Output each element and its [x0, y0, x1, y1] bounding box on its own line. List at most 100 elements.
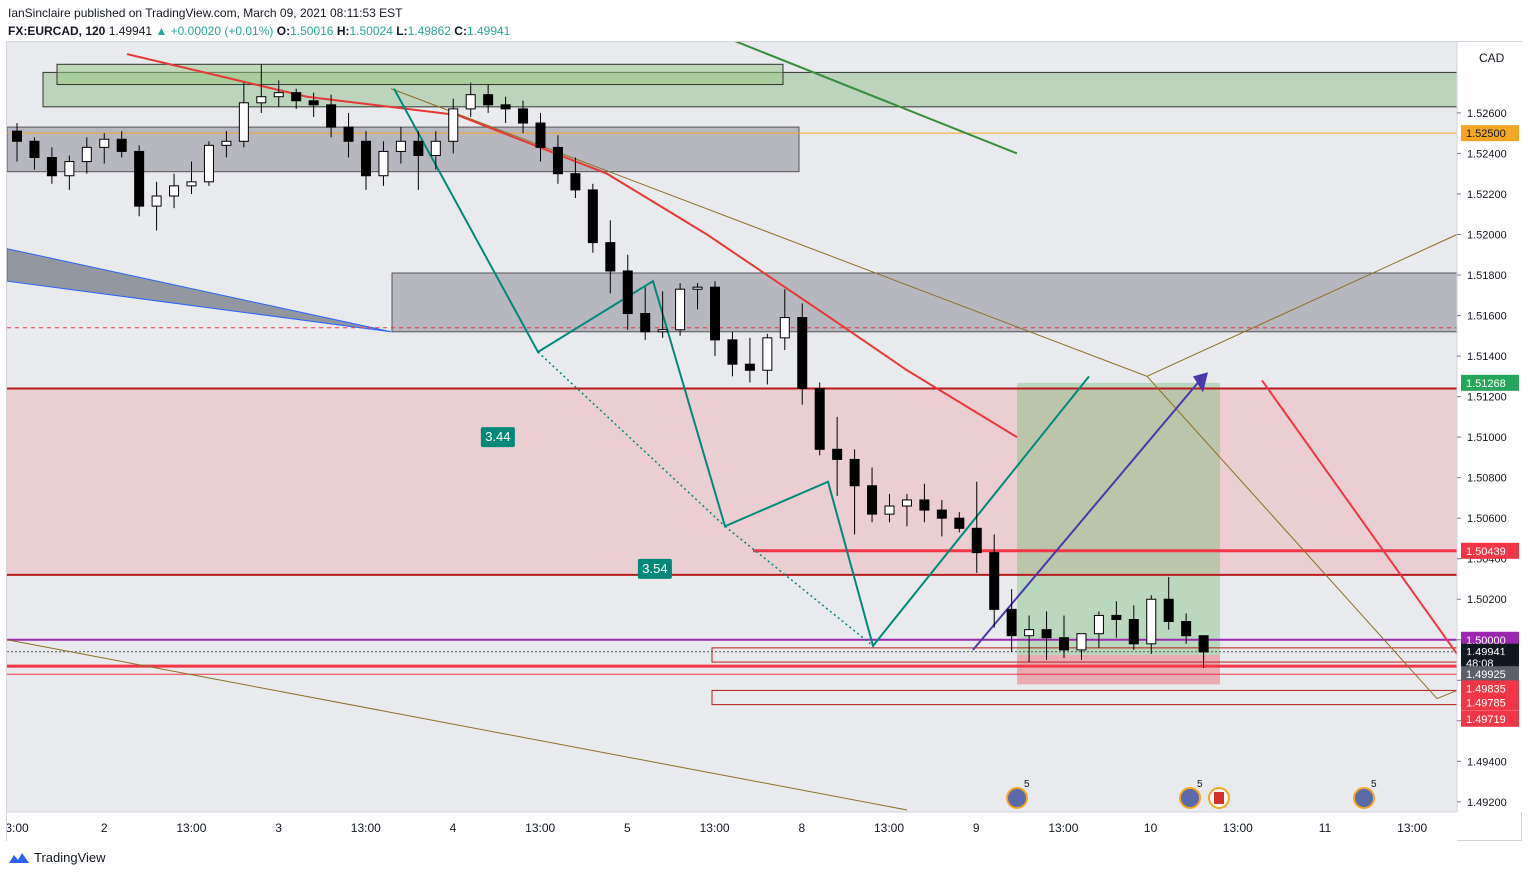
- candle-body: [727, 339, 738, 365]
- time-tick-label: 13:00: [1397, 821, 1427, 835]
- event-count: 5: [1371, 779, 1377, 790]
- time-tick-label: 9: [973, 821, 980, 835]
- close-value: 1.49941: [466, 24, 511, 38]
- candle-body: [675, 288, 686, 331]
- candle-body: [1076, 633, 1087, 651]
- candle-body: [116, 138, 127, 152]
- candle-body: [81, 146, 92, 163]
- low-value: 1.49862: [407, 24, 451, 38]
- price-tick-label: 1.51000: [1467, 432, 1507, 444]
- price-chart[interactable]: 3.44 3.54 5 5 5 CAD 1.52600 1.52400 1.52200 1.520…: [7, 42, 1523, 842]
- ratio-label-box: [480, 427, 515, 448]
- candle-body: [1128, 619, 1139, 645]
- candle-body: [465, 94, 476, 110]
- candle-body: [552, 146, 563, 175]
- price-badge-label: 1.51268: [1466, 378, 1506, 390]
- candle-body: [500, 104, 511, 110]
- symbol-label: FX:EURCAD, 120: [8, 24, 106, 38]
- price-tick-label: 1.51800: [1467, 270, 1507, 282]
- tradingview-logo-icon: [9, 852, 29, 863]
- bearish-projection: [1261, 379, 1458, 655]
- candle-body: [535, 122, 546, 148]
- candle-body: [343, 126, 354, 142]
- time-tick-label: 4: [450, 821, 457, 835]
- candle-body: [186, 181, 197, 187]
- candle-body: [256, 96, 267, 104]
- time-tick-label: 13:00: [176, 821, 206, 835]
- grey-wedge: [7, 248, 392, 333]
- price-tick-label: 1.51200: [1467, 392, 1507, 404]
- price-badge-label: 1.49835: [1466, 683, 1506, 695]
- ratio-label-box: [637, 558, 672, 579]
- candle-body: [518, 108, 529, 124]
- tradingview-brand: TradingView: [34, 850, 106, 865]
- candle-body: [605, 242, 616, 272]
- chart-frame[interactable]: 3.44 3.54 5 5 5 CAD 1.52600 1.52400 1.52200 1.520…: [6, 41, 1523, 842]
- trendline-upper: [390, 88, 1148, 377]
- price-badge-label: 1.49719: [1466, 714, 1506, 726]
- price-badge: [1461, 666, 1519, 683]
- time-tick-label: 5: [624, 821, 631, 835]
- tradingview-footer[interactable]: TradingView: [8, 850, 106, 865]
- candle-body: [744, 363, 755, 371]
- ratio-label: 3.54: [642, 561, 667, 576]
- candle-body: [238, 102, 249, 142]
- candle-body: [1093, 614, 1104, 635]
- time-tick-label: 13:00: [351, 821, 381, 835]
- candle-body: [919, 499, 930, 511]
- last-price: 1.49941: [108, 24, 153, 38]
- candle-body: [448, 108, 459, 142]
- long-target-zone: [1017, 382, 1220, 655]
- event-count: 5: [1024, 779, 1030, 790]
- high-value: 1.50024: [349, 24, 393, 38]
- economic-event-icon: [1179, 787, 1201, 809]
- price-tick-label: 1.50200: [1467, 594, 1507, 606]
- economic-event-icon: [1353, 787, 1375, 809]
- price-badge-label: 1.49925: [1466, 669, 1506, 681]
- price-change: ▲ +0.00020 (+0.01%): [155, 24, 274, 38]
- price-badge-label: 1.49785: [1466, 698, 1506, 710]
- target-arrow-head: [1193, 372, 1208, 393]
- price-badge: [1461, 125, 1519, 142]
- candle-body: [291, 92, 302, 102]
- price-tick-label: 1.51600: [1467, 311, 1507, 323]
- candle-body: [692, 286, 703, 290]
- price-badge: [1461, 680, 1519, 697]
- chart-header: IanSinclaire published on TradingView.co…: [8, 4, 510, 40]
- moving-average-green: [734, 42, 1018, 155]
- candle-body: [273, 92, 284, 98]
- candle-body: [151, 195, 162, 207]
- candle-body: [1006, 608, 1017, 637]
- high-label: H:: [336, 24, 350, 38]
- price-badge-label: 1.50439: [1466, 546, 1506, 558]
- candle-body: [1163, 598, 1174, 623]
- price-tick-label: 1.52000: [1467, 230, 1507, 242]
- candle-body: [1198, 635, 1209, 653]
- candle-body: [221, 140, 232, 146]
- candle-body: [378, 150, 389, 177]
- candle-body: [622, 270, 633, 315]
- candle-body: [29, 140, 40, 158]
- time-tick-label: 3: [275, 821, 282, 835]
- candle-body: [901, 499, 912, 507]
- candle-body: [308, 100, 319, 106]
- price-badge: [1461, 694, 1519, 711]
- retrace-dotted-2: [724, 525, 874, 647]
- time-tick-label: 8: [798, 821, 805, 835]
- ohlc-line: FX:EURCAD, 120 1.49941 ▲ +0.00020 (+0.01…: [8, 22, 510, 40]
- price-badge: [1461, 374, 1519, 391]
- time-tick-label: 2: [101, 821, 108, 835]
- grey-resistance-zone: [391, 272, 1458, 333]
- price-tick-label: 1.52600: [1467, 108, 1507, 120]
- candle-body: [1181, 621, 1192, 637]
- candle-body: [169, 185, 180, 197]
- candle-body: [1024, 629, 1035, 637]
- price-tick-label: 1.49400: [1467, 756, 1507, 768]
- time-tick-label: 13:00: [700, 821, 730, 835]
- candle-body: [483, 94, 494, 106]
- candle-body: [936, 509, 947, 519]
- event-count: 5: [1197, 779, 1203, 790]
- price-badge-label: 1.52500: [1466, 128, 1506, 140]
- open-label: O:: [276, 24, 291, 38]
- candle-body: [99, 138, 110, 148]
